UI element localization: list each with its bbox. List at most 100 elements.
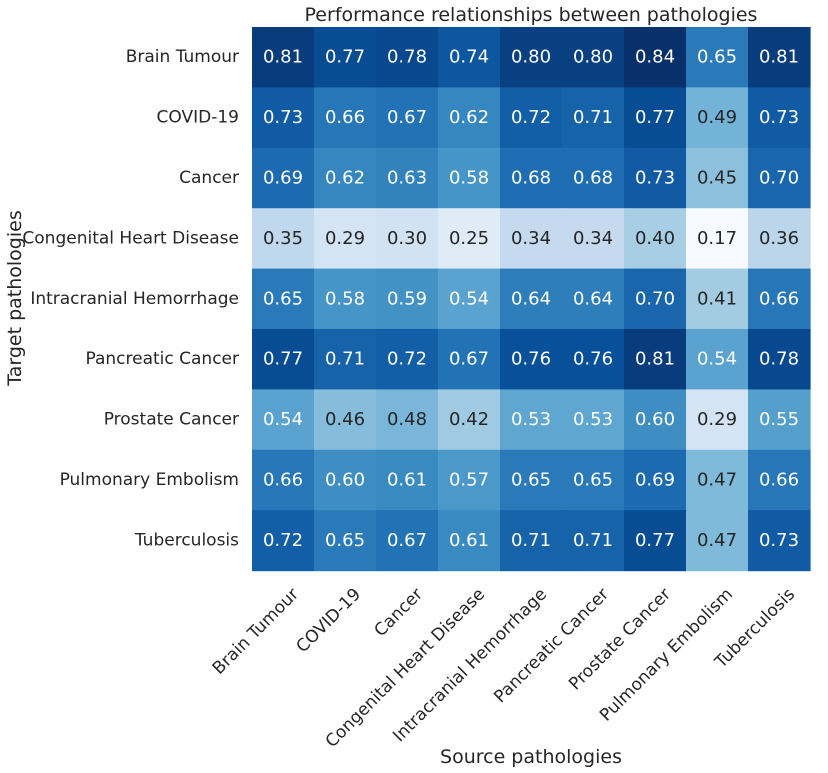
cell-value-label: 0.70 — [759, 168, 799, 189]
heatmap-cell — [500, 268, 563, 330]
heatmap-cell — [748, 329, 811, 390]
y-tick-label: Congenital Heart Disease — [22, 228, 239, 248]
heatmap-cell — [314, 27, 377, 88]
cell-value-label: 0.84 — [635, 47, 675, 68]
x-tick-label: Brain Tumour — [209, 584, 303, 678]
cell-value-label: 0.54 — [697, 349, 737, 370]
cell-value-label: 0.41 — [697, 288, 737, 309]
heatmap-cell — [314, 389, 377, 451]
cell-value-label: 0.29 — [697, 409, 737, 430]
heatmap-cell — [438, 449, 501, 511]
cell-value-label: 0.64 — [511, 288, 551, 309]
heatmap-cell — [438, 268, 501, 330]
cell-value-label: 0.65 — [573, 470, 613, 491]
heatmap-cell — [252, 268, 315, 330]
cell-value-label: 0.73 — [635, 168, 675, 189]
cell-value-label: 0.77 — [325, 47, 365, 68]
cell-value-label: 0.60 — [325, 470, 365, 491]
heatmap-cell — [438, 147, 501, 209]
heatmap-cell — [562, 27, 625, 88]
cell-value-label: 0.65 — [511, 470, 551, 491]
cell-value-label: 0.68 — [573, 168, 613, 189]
cell-value-label: 0.40 — [635, 228, 675, 249]
heatmap-cell — [624, 147, 687, 209]
heatmap-cell — [562, 147, 625, 209]
heatmap-cell — [500, 208, 563, 270]
x-tick-label: Pancreatic Cancer — [490, 584, 613, 707]
cell-value-label: 0.49 — [697, 107, 737, 128]
heatmap-cell — [624, 208, 687, 270]
heatmap-cell — [376, 329, 439, 390]
cell-value-label: 0.54 — [263, 409, 303, 430]
cell-value-label: 0.42 — [449, 409, 489, 430]
heatmap-cell — [252, 449, 315, 511]
heatmap-cell — [376, 147, 439, 209]
cell-value-label: 0.74 — [449, 47, 489, 68]
heatmap-cell — [748, 389, 811, 451]
cell-value-label: 0.70 — [635, 288, 675, 309]
x-axis-label: Source pathologies — [440, 746, 622, 768]
cell-value-label: 0.66 — [759, 288, 799, 309]
x-tick-label: COVID-19 — [293, 584, 365, 656]
cell-value-label: 0.72 — [511, 107, 551, 128]
cell-value-label: 0.60 — [635, 409, 675, 430]
cell-value-label: 0.78 — [387, 47, 427, 68]
heatmap-cell — [500, 27, 563, 88]
y-tick-label: Intracranial Hemorrhage — [30, 289, 239, 309]
cell-value-label: 0.29 — [325, 228, 365, 249]
cell-value-label: 0.65 — [325, 530, 365, 551]
heatmap-cell — [686, 510, 749, 572]
cell-value-label: 0.65 — [263, 288, 303, 309]
cell-value-label: 0.71 — [511, 530, 551, 551]
heatmap-cell — [376, 510, 439, 572]
cell-value-label: 0.62 — [325, 168, 365, 189]
heatmap-cell — [314, 147, 377, 209]
cell-value-label: 0.53 — [573, 409, 613, 430]
cell-value-label: 0.35 — [263, 228, 303, 249]
cell-value-label: 0.80 — [573, 47, 613, 68]
heatmap-cell — [562, 268, 625, 330]
heatmap-cell — [438, 87, 501, 149]
cell-value-label: 0.72 — [263, 530, 303, 551]
heatmap-cell — [500, 389, 563, 451]
heatmap-cell — [252, 147, 315, 209]
heatmap-cell — [686, 87, 749, 149]
cell-value-label: 0.73 — [263, 107, 303, 128]
heatmap-cell — [562, 329, 625, 390]
heatmap-cell — [500, 87, 563, 149]
cell-value-label: 0.66 — [263, 470, 303, 491]
heatmap-cell — [686, 27, 749, 88]
cell-value-label: 0.57 — [449, 470, 489, 491]
heatmap-cell — [624, 449, 687, 511]
cell-value-label: 0.72 — [387, 349, 427, 370]
heatmap-cell — [562, 510, 625, 572]
cell-value-label: 0.55 — [759, 409, 799, 430]
cell-value-label: 0.65 — [697, 47, 737, 68]
chart-title: Performance relationships between pathol… — [305, 4, 758, 26]
heatmap-cell — [624, 268, 687, 330]
heatmap-cell — [624, 329, 687, 390]
heatmap-cell — [748, 449, 811, 511]
cell-value-label: 0.46 — [325, 409, 365, 430]
cell-value-label: 0.80 — [511, 47, 551, 68]
heatmap-cell — [748, 87, 811, 149]
heatmap-cell — [624, 510, 687, 572]
cell-value-label: 0.67 — [387, 530, 427, 551]
heatmap-cell — [438, 510, 501, 572]
heatmap-cell — [624, 87, 687, 149]
heatmap-cell — [252, 329, 315, 390]
heatmap-cell — [438, 329, 501, 390]
cell-value-label: 0.48 — [387, 409, 427, 430]
cell-value-label: 0.77 — [263, 349, 303, 370]
heatmap-cell — [686, 268, 749, 330]
cell-value-label: 0.64 — [573, 288, 613, 309]
y-tick-label: Pancreatic Cancer — [85, 349, 239, 369]
cell-value-label: 0.59 — [387, 288, 427, 309]
cell-value-label: 0.77 — [635, 107, 675, 128]
cell-value-label: 0.54 — [449, 288, 489, 309]
cell-value-label: 0.63 — [387, 168, 427, 189]
cell-value-label: 0.81 — [759, 47, 799, 68]
cell-value-label: 0.69 — [635, 470, 675, 491]
